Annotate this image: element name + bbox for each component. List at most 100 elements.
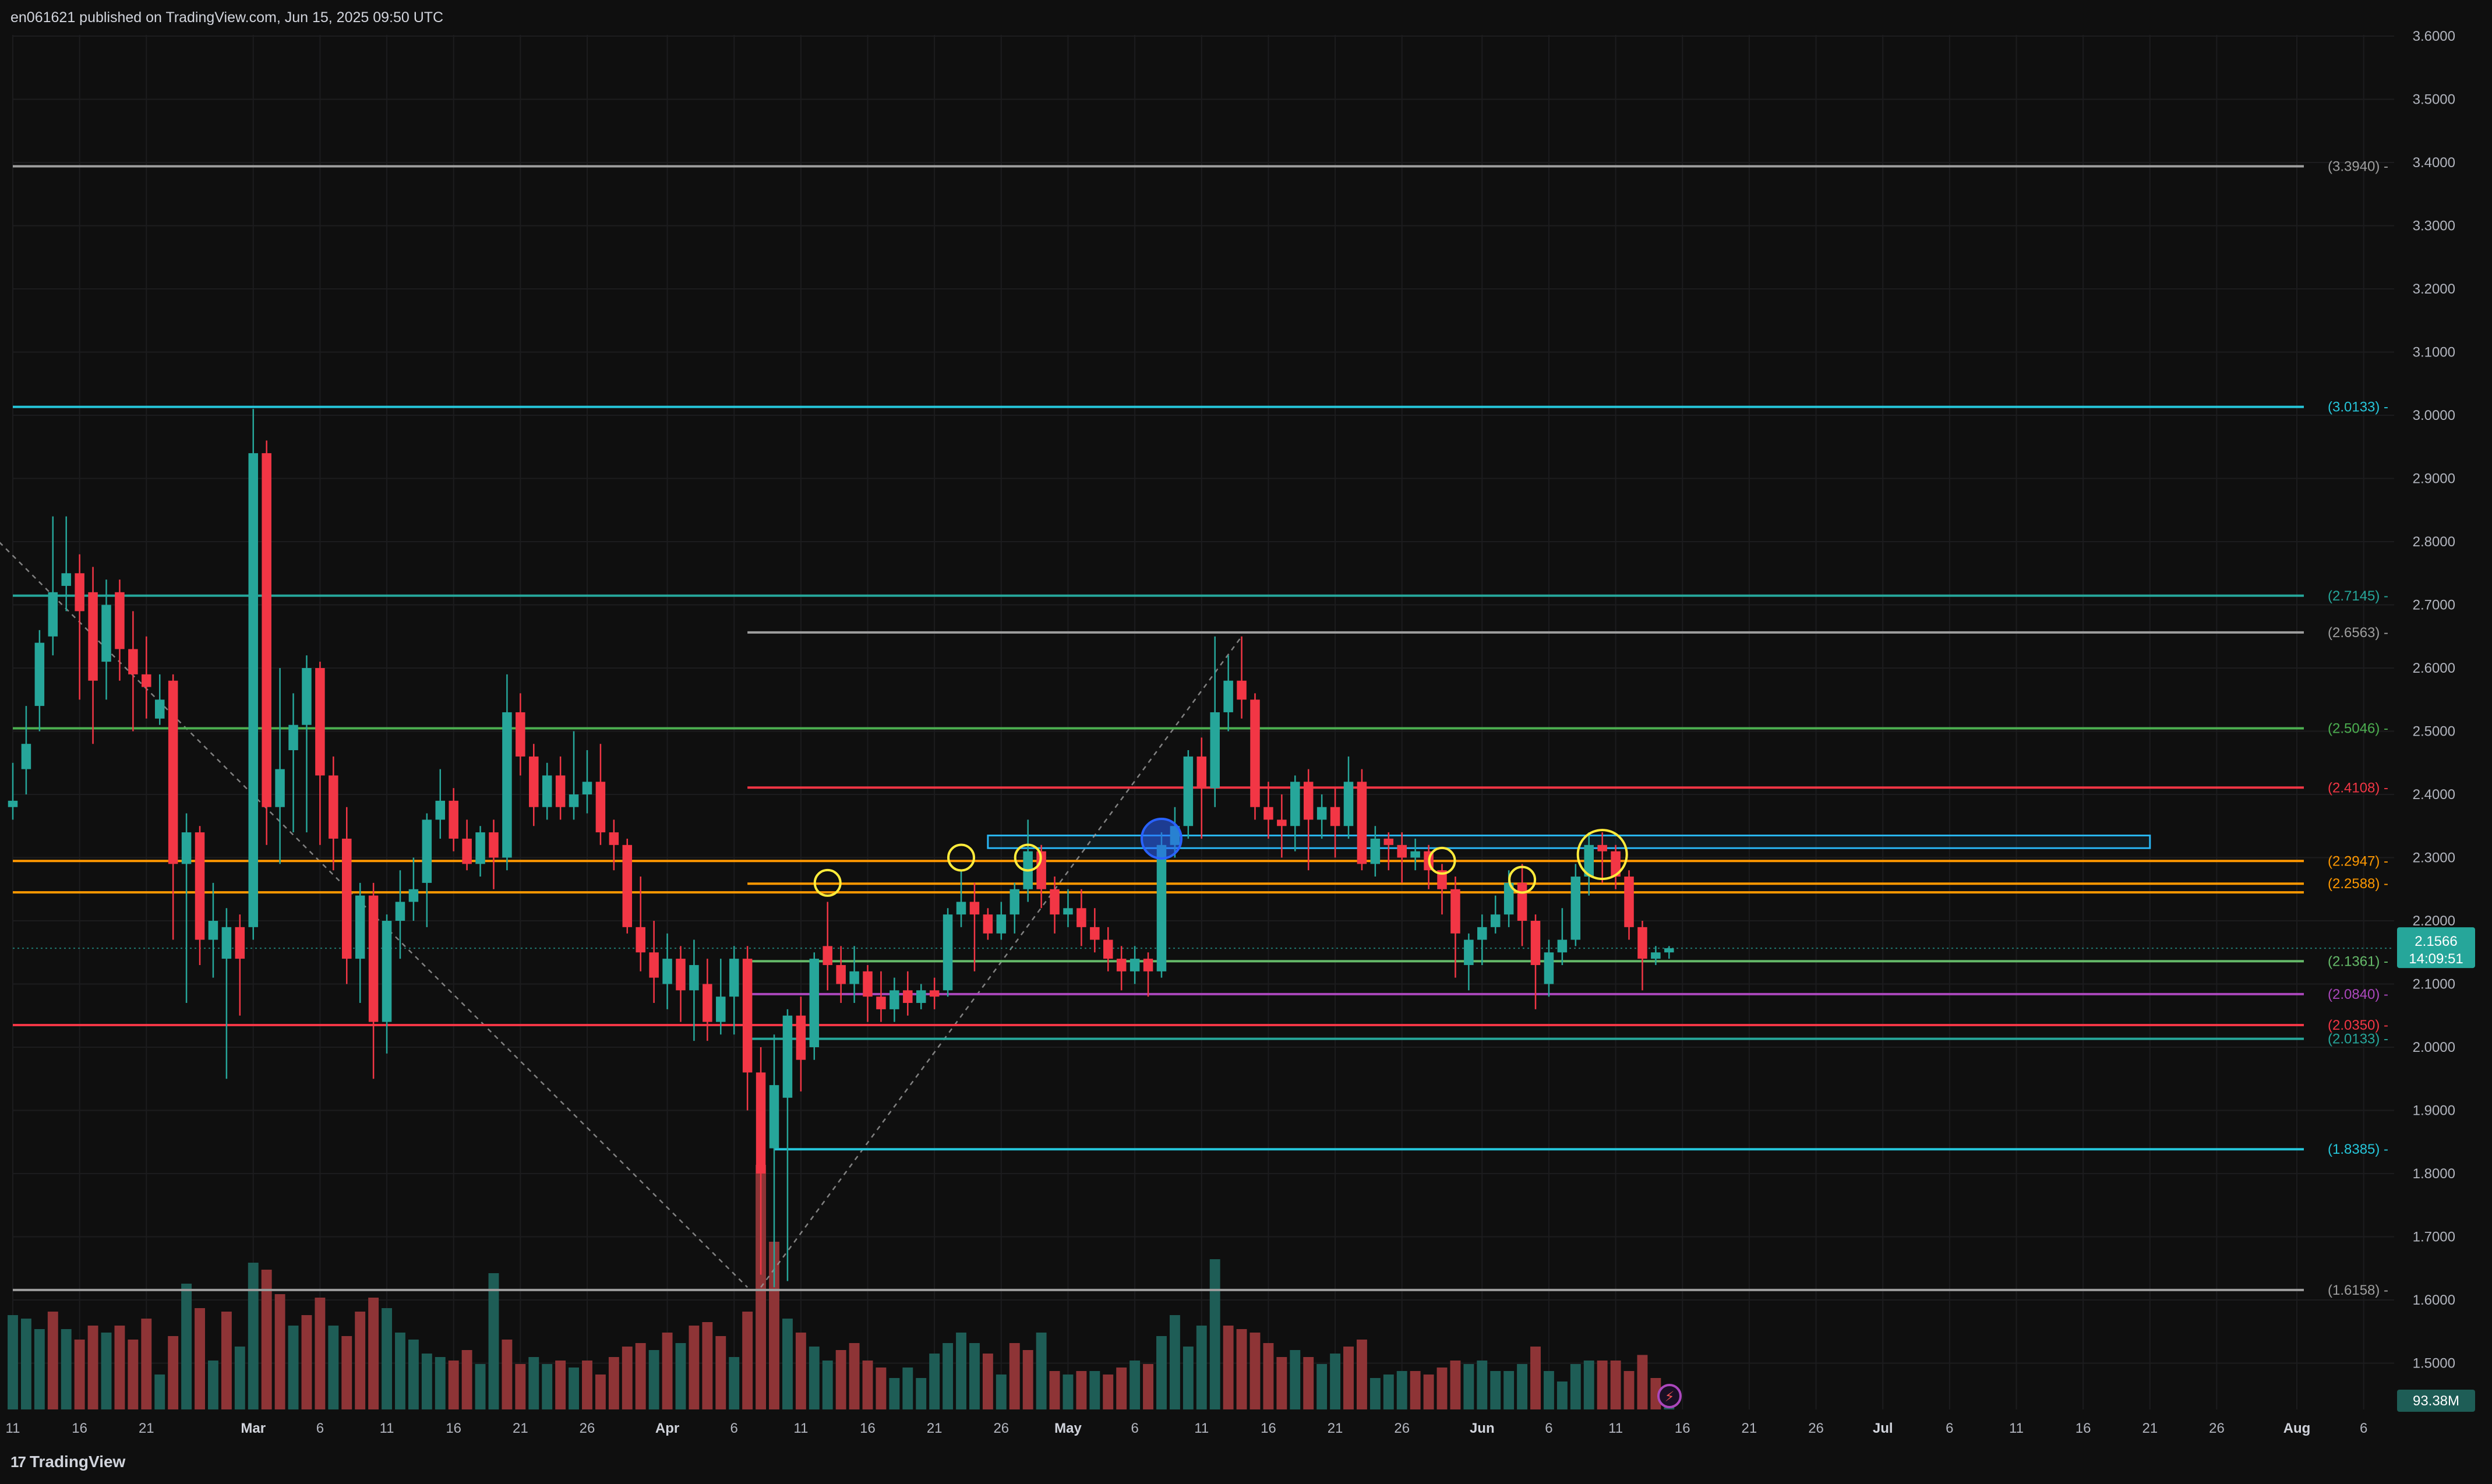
volume-bar xyxy=(475,1364,486,1409)
candle-body xyxy=(329,775,338,839)
candle-body xyxy=(1250,699,1260,807)
candle-body xyxy=(1570,877,1581,940)
volume-bar xyxy=(1356,1340,1367,1409)
candle-body xyxy=(1611,851,1621,877)
price-tick-label: 3.6000 xyxy=(2413,29,2455,44)
volume-bar xyxy=(1423,1375,1434,1409)
date-tick-label: 26 xyxy=(993,1421,1009,1436)
volume-bar xyxy=(1330,1354,1341,1409)
candle-body xyxy=(1651,952,1661,959)
volume-bar xyxy=(1396,1371,1407,1409)
candle-body xyxy=(1357,782,1367,864)
replay-icon xyxy=(1657,1384,1682,1408)
volume-bar xyxy=(1637,1355,1648,1409)
volume-bar xyxy=(956,1333,966,1409)
date-tick-label: 16 xyxy=(72,1421,87,1436)
volume-bar xyxy=(1490,1371,1501,1409)
level-label: (1.8385) - xyxy=(2328,1142,2388,1157)
date-tick-label: 6 xyxy=(316,1421,324,1436)
volume-bar xyxy=(47,1312,58,1409)
candle-body xyxy=(943,914,953,991)
volume-bar xyxy=(782,1319,793,1409)
volume-bar xyxy=(1610,1361,1621,1409)
current-price-value: 2.1566 xyxy=(2415,934,2457,949)
volume-bar xyxy=(20,1319,31,1409)
price-tick-label: 2.9000 xyxy=(2413,471,2455,487)
candle-body xyxy=(1316,807,1327,820)
date-tick-label: 21 xyxy=(2142,1421,2158,1436)
candle-body xyxy=(716,997,726,1022)
candle-body xyxy=(703,984,712,1022)
candle-body xyxy=(355,895,365,959)
price-chart[interactable]: (3.3940) - (3.0133) - (2.7145) - (2.6563) -… xyxy=(0,0,2492,1439)
volume-bar xyxy=(943,1343,954,1409)
candle-body xyxy=(1490,914,1501,927)
volume-bar xyxy=(1009,1343,1020,1409)
candle-body xyxy=(21,744,31,769)
volume-bar xyxy=(702,1322,713,1409)
candle-body xyxy=(756,1072,766,1174)
candle-body xyxy=(903,990,913,1004)
candle-body xyxy=(8,800,18,807)
price-tick-label: 2.4000 xyxy=(2413,787,2455,803)
price-tick-label: 3.3000 xyxy=(2413,218,2455,234)
candle-body xyxy=(956,902,966,915)
volume-bar xyxy=(368,1298,379,1409)
volume-bar xyxy=(1463,1364,1474,1409)
candle-body xyxy=(595,782,606,833)
volume-bar xyxy=(1544,1371,1554,1409)
candle-body xyxy=(1210,712,1220,789)
candle-body xyxy=(836,964,846,984)
candle-body xyxy=(1503,882,1514,915)
candle-body xyxy=(1290,782,1300,826)
brand-name: TradingView xyxy=(29,1453,126,1471)
date-tick-label: 21 xyxy=(139,1421,154,1436)
date-tick-label: 16 xyxy=(446,1421,461,1436)
volume-bar xyxy=(301,1315,312,1409)
date-tick-label: 11 xyxy=(793,1421,808,1436)
level-label: (2.4108) - xyxy=(2328,780,2388,796)
volume-bar xyxy=(408,1340,419,1409)
candle-body xyxy=(208,921,218,940)
volume-bar xyxy=(542,1364,553,1409)
candle-body xyxy=(662,959,672,984)
date-tick-label: 16 xyxy=(1675,1421,1690,1436)
candle-body xyxy=(1303,782,1314,820)
candle-body xyxy=(1410,851,1420,858)
price-tick-label: 2.7000 xyxy=(2413,598,2455,613)
candle-body xyxy=(1090,927,1100,940)
chart-footer: 17 TradingView xyxy=(0,1439,2492,1484)
volume-bar xyxy=(1650,1378,1661,1409)
volume-bar xyxy=(1183,1347,1194,1409)
volume-bar xyxy=(1316,1364,1328,1409)
tradingview-brand[interactable]: 17 TradingView xyxy=(10,1453,125,1471)
candle-body xyxy=(996,914,1007,934)
candle-body xyxy=(676,959,686,991)
date-tick-label: 26 xyxy=(580,1421,595,1436)
candle-body xyxy=(1196,756,1207,789)
candle-body xyxy=(1103,939,1113,959)
candle-body xyxy=(195,832,205,940)
price-tick-label: 1.6000 xyxy=(2413,1292,2455,1308)
candle-body xyxy=(1223,680,1233,712)
candle-body xyxy=(969,902,980,915)
date-tick-label: 26 xyxy=(1808,1421,1824,1436)
volume-bar xyxy=(929,1354,940,1409)
candle-body xyxy=(890,990,899,1009)
candle-body xyxy=(916,990,926,1004)
volume-bar xyxy=(274,1294,285,1409)
candle-body xyxy=(1063,908,1073,915)
candle-body xyxy=(742,959,753,1073)
price-tick-label: 3.2000 xyxy=(2413,281,2455,297)
volume-bar xyxy=(662,1333,673,1409)
candle-body xyxy=(489,832,499,858)
volume-bar xyxy=(395,1333,405,1409)
price-tick-label: 2.5000 xyxy=(2413,724,2455,740)
volume-bar xyxy=(74,1340,85,1409)
date-tick-label: Aug xyxy=(2283,1421,2311,1436)
candle-body xyxy=(1530,921,1541,965)
volume-bar xyxy=(822,1361,833,1409)
price-tick-label: 2.1000 xyxy=(2413,977,2455,992)
candle-body xyxy=(275,769,285,807)
candle-body xyxy=(1624,877,1634,927)
